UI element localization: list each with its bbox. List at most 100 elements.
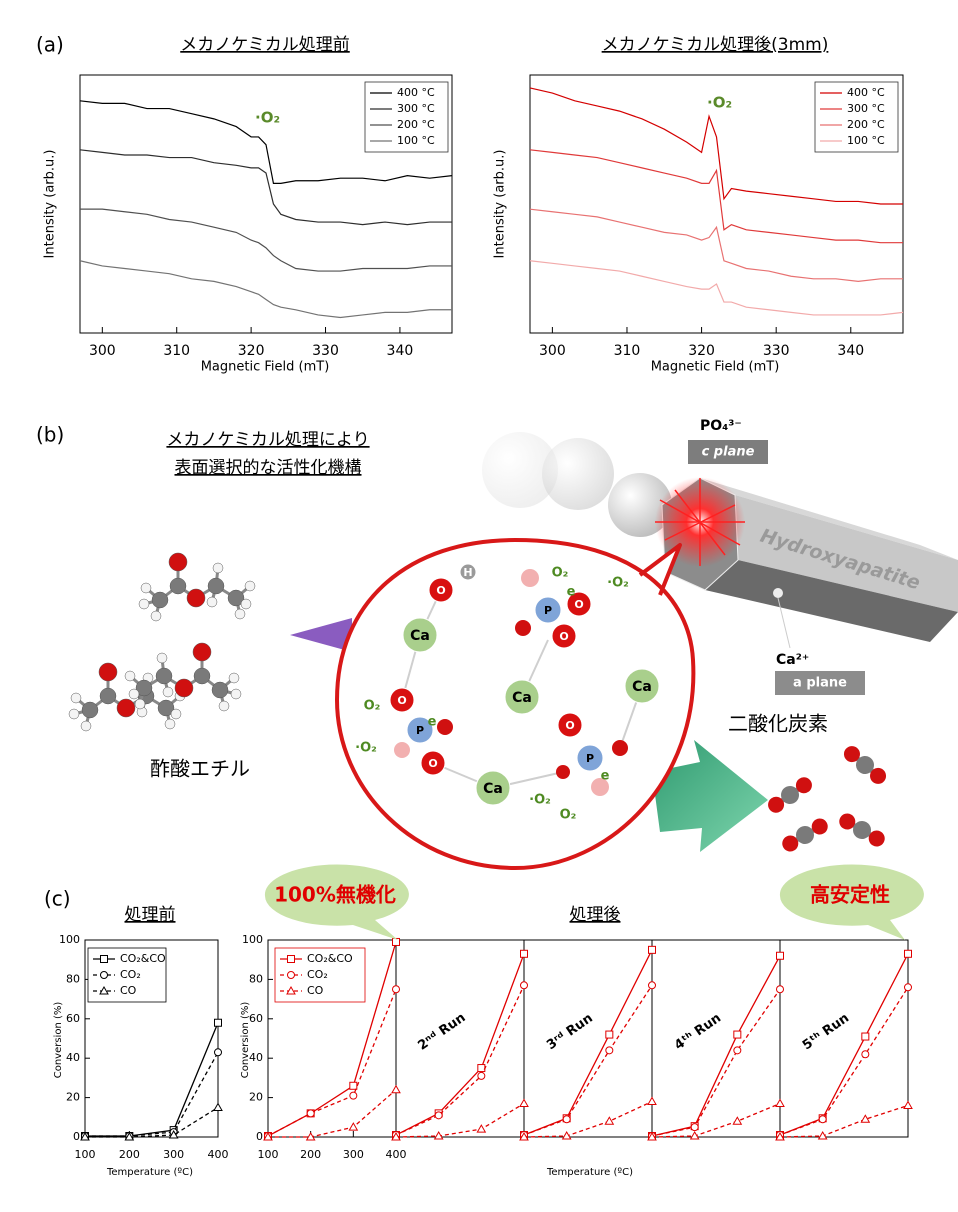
marker (648, 945, 656, 954)
y-tick-label: 100 (59, 933, 80, 946)
y-tick-label: 20 (66, 1091, 80, 1104)
marker (100, 955, 108, 963)
atom (138, 598, 150, 610)
atom-label: O (397, 694, 406, 707)
atom (795, 777, 812, 794)
plane-tag (688, 440, 768, 464)
x-tick-label: 300 (343, 1148, 364, 1161)
atom (853, 821, 871, 839)
y-tick-label: 100 (242, 933, 263, 946)
marker (520, 949, 528, 958)
chart-title: メカノケミカル処理前 (180, 35, 350, 55)
x-tick-label: 100 (258, 1148, 279, 1161)
y-axis-label: Conversion (%) (240, 1002, 251, 1079)
co2 (843, 746, 887, 784)
marker (168, 1130, 179, 1139)
marker (604, 1116, 615, 1125)
series-line (79, 260, 452, 319)
legend-label: 100 °C (397, 134, 435, 147)
atom (162, 686, 174, 698)
x-tick-label: 400 (208, 1148, 229, 1161)
atom-label: Ca (512, 690, 532, 706)
marker (305, 1131, 316, 1141)
y-tick-label: 40 (66, 1051, 80, 1064)
atom (227, 589, 245, 607)
impact-rays (655, 478, 745, 566)
atom (68, 708, 80, 720)
x-axis-label: Magnetic Field (mT) (201, 360, 330, 375)
series-line (529, 260, 904, 316)
atom (99, 687, 117, 705)
atom (402, 617, 438, 653)
legend-label: CO₂ (120, 968, 141, 981)
atom (811, 818, 828, 835)
atom (782, 835, 799, 852)
series-line (395, 985, 525, 1136)
series-line (529, 208, 903, 283)
marker (861, 1050, 870, 1059)
atom (839, 813, 856, 830)
atom (228, 672, 240, 684)
annotation: ·O₂ (255, 109, 280, 127)
atom (150, 610, 162, 622)
atom (459, 563, 477, 581)
atom (551, 623, 577, 649)
atom (437, 719, 453, 735)
panel-label: (c) (44, 887, 71, 911)
atom-label: H (463, 566, 472, 579)
atom (70, 692, 82, 704)
marker (99, 985, 109, 995)
marker (391, 1131, 401, 1141)
arrow (652, 740, 768, 852)
series-line (268, 1089, 397, 1138)
chart-title: 処理後 (570, 905, 621, 925)
series-line (267, 989, 397, 1137)
marker (519, 1131, 529, 1141)
y-tick-label: 80 (66, 972, 80, 985)
marker (392, 937, 400, 946)
marker (306, 1109, 315, 1118)
marker (647, 1096, 657, 1106)
x-tick-label: 340 (837, 343, 864, 359)
marker (348, 1122, 359, 1131)
species-label: e (567, 585, 576, 600)
run-label: 2ⁿᵈ Run (415, 1010, 468, 1053)
panel-label: (b) (36, 423, 64, 447)
y-axis-label: Intensity (arb.u.) (493, 150, 508, 259)
atom (206, 596, 218, 608)
marker (520, 981, 528, 990)
ion-label: Ca²⁺ (776, 652, 809, 668)
callout-label: 高安定性 (810, 883, 890, 907)
legend-label: 200 °C (397, 118, 435, 131)
series-line (85, 1022, 219, 1137)
marker (562, 1115, 571, 1124)
atom-label: O (574, 598, 583, 611)
legend-label: 300 °C (847, 102, 885, 115)
atom (168, 552, 188, 572)
x-axis-label: Temperature (ºC) (106, 1167, 193, 1178)
atom (218, 700, 230, 712)
atom (781, 786, 799, 804)
atom (394, 742, 410, 758)
ball (482, 432, 558, 508)
crystal-face (700, 478, 958, 560)
series-line (651, 988, 781, 1137)
atom (504, 679, 540, 715)
atom (135, 679, 153, 697)
atom (156, 652, 168, 664)
marker (561, 1131, 572, 1140)
crystal-face (705, 560, 958, 642)
x-axis-label: Temperature (ºC) (546, 1167, 633, 1178)
marker (476, 1124, 487, 1133)
atom (428, 577, 454, 603)
plane-label: c plane (702, 445, 755, 460)
co2 (782, 818, 828, 852)
co2 (839, 813, 885, 847)
marker (818, 1115, 827, 1124)
diagram-title: 表面選択的な活性化機構 (175, 458, 362, 478)
atom (868, 830, 885, 847)
atom (768, 796, 785, 813)
atom (124, 670, 136, 682)
atom (870, 767, 887, 784)
